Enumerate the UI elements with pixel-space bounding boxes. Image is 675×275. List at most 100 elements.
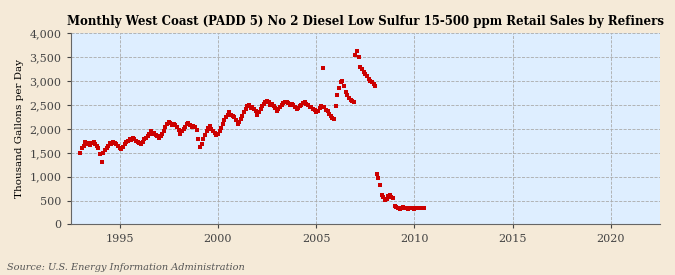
Point: [375, 183, 385, 188]
Point: [347, 99, 358, 103]
Point: [136, 142, 146, 146]
Point: [286, 101, 297, 106]
Point: [114, 146, 125, 150]
Point: [196, 142, 207, 146]
Point: [324, 111, 335, 116]
Point: [409, 207, 420, 211]
Point: [126, 138, 136, 142]
Point: [199, 133, 210, 137]
Point: [386, 194, 397, 199]
Point: [91, 144, 102, 148]
Point: [279, 100, 290, 104]
Point: [178, 127, 189, 131]
Point: [283, 100, 294, 105]
Point: [175, 131, 186, 136]
Point: [213, 131, 223, 136]
Point: [301, 101, 312, 106]
Point: [117, 145, 128, 149]
Point: [356, 67, 367, 72]
Point: [398, 205, 408, 210]
Point: [253, 110, 264, 114]
Point: [130, 139, 141, 143]
Point: [116, 147, 127, 151]
Point: [256, 104, 267, 109]
Point: [244, 103, 254, 107]
Point: [182, 122, 192, 126]
Point: [393, 206, 404, 210]
Title: Monthly West Coast (PADD 5) No 2 Diesel Low Sulfur 15-500 ppm Retail Sales by Re: Monthly West Coast (PADD 5) No 2 Diesel …: [67, 15, 664, 28]
Point: [376, 193, 387, 197]
Point: [383, 194, 394, 199]
Point: [355, 65, 366, 69]
Point: [155, 134, 166, 138]
Point: [151, 133, 161, 137]
Point: [313, 109, 323, 113]
Point: [306, 105, 317, 109]
Point: [252, 112, 263, 117]
Point: [105, 141, 115, 145]
Point: [327, 116, 338, 120]
Point: [364, 79, 375, 83]
Point: [132, 140, 143, 144]
Point: [317, 66, 328, 70]
Point: [109, 141, 120, 145]
Point: [108, 140, 119, 144]
Point: [242, 104, 253, 108]
Point: [160, 124, 171, 129]
Point: [194, 145, 205, 149]
Point: [188, 123, 198, 128]
Point: [367, 80, 377, 84]
Point: [300, 100, 310, 104]
Point: [123, 139, 134, 143]
Point: [304, 105, 315, 110]
Point: [219, 118, 230, 122]
Point: [224, 110, 235, 114]
Point: [329, 117, 340, 122]
Point: [276, 102, 287, 107]
Point: [86, 141, 97, 145]
Point: [410, 206, 421, 210]
Point: [209, 131, 220, 135]
Point: [206, 127, 217, 131]
Point: [140, 135, 151, 140]
Point: [247, 105, 258, 109]
Point: [416, 205, 427, 210]
Point: [201, 129, 212, 133]
Point: [316, 104, 327, 108]
Point: [412, 205, 423, 210]
Point: [186, 124, 197, 129]
Point: [399, 205, 410, 210]
Point: [202, 126, 213, 130]
Point: [414, 205, 425, 210]
Point: [216, 126, 227, 130]
Point: [106, 142, 117, 146]
Point: [75, 151, 86, 155]
Point: [350, 53, 361, 57]
Point: [362, 74, 373, 79]
Point: [345, 98, 356, 102]
Point: [352, 49, 362, 53]
Point: [344, 96, 354, 100]
Point: [148, 131, 159, 135]
Point: [78, 144, 89, 148]
Point: [240, 107, 251, 111]
Point: [281, 100, 292, 104]
Point: [142, 133, 153, 138]
Point: [340, 89, 351, 94]
Point: [234, 120, 244, 124]
Y-axis label: Thousand Gallons per Day: Thousand Gallons per Day: [15, 59, 24, 198]
Point: [391, 205, 402, 210]
Point: [396, 205, 406, 210]
Text: Source: U.S. Energy Information Administration: Source: U.S. Energy Information Administ…: [7, 263, 244, 272]
Point: [354, 55, 364, 59]
Point: [294, 104, 305, 109]
Point: [278, 101, 289, 105]
Point: [180, 124, 190, 129]
Point: [88, 140, 99, 144]
Point: [85, 143, 96, 147]
Point: [291, 107, 302, 111]
Point: [191, 128, 202, 132]
Point: [190, 125, 200, 129]
Point: [270, 106, 281, 110]
Point: [255, 107, 266, 111]
